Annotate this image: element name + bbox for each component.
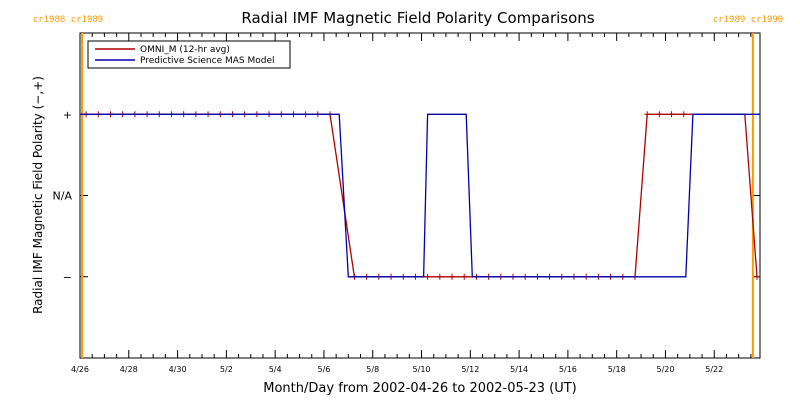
x-tick-label: 5/16: [559, 365, 577, 374]
x-tick-label: 5/8: [366, 365, 379, 374]
data-point: [668, 111, 675, 118]
data-point: [644, 111, 651, 118]
carrington-markers: cr1988 cr1989 cr1989 cr1990: [33, 15, 783, 358]
data-point: [753, 273, 760, 280]
x-tick-label: 4/30: [169, 365, 187, 374]
axis-ticks: 4/26 4/28 4/30 5/2 5/4 5/6 5/8 5/10 5/12 5/14 5/16…: [53, 33, 760, 374]
x-tick-label: 4/28: [120, 365, 138, 374]
chart-title: Radial IMF Magnetic Field Polarity Compa…: [241, 9, 594, 27]
x-tick-label: 5/22: [705, 365, 723, 374]
x-tick-label: 5/2: [220, 365, 233, 374]
x-tick-label: 5/12: [461, 365, 479, 374]
x-tick-label: 5/4: [269, 365, 282, 374]
series-line-mas: [80, 113, 760, 278]
data-point: [424, 273, 431, 280]
y-tick-label: N/A: [53, 190, 73, 203]
x-tick-label: 5/18: [608, 365, 626, 374]
y-axis-label: Radial IMF Magnetic Field Polarity (−,+): [31, 76, 45, 314]
x-tick-label: 5/20: [656, 365, 674, 374]
carrington-label: cr1989 cr1990: [713, 15, 783, 25]
legend-label-mas: Predictive Science MAS Model: [140, 56, 275, 66]
data-point: [461, 273, 468, 280]
series-lines: [80, 111, 760, 280]
legend: OMNI_M (12-hr avg) Predictive Science MA…: [87, 40, 291, 69]
carrington-label: cr1988 cr1989: [33, 15, 103, 25]
x-tick-label: 5/14: [510, 365, 528, 374]
legend-box: [87, 40, 291, 69]
data-point: [656, 111, 663, 118]
x-tick-label: 5/10: [413, 365, 431, 374]
y-tick-label: +: [63, 108, 72, 121]
data-point: [449, 273, 456, 280]
x-axis-label: Month/Day from 2002-04-26 to 2002-05-23 …: [263, 381, 576, 396]
x-tick-label: 4/26: [71, 365, 89, 374]
y-tick-label: −: [63, 271, 72, 284]
data-point: [436, 273, 443, 280]
data-point: [680, 111, 687, 118]
x-tick-label: 5/6: [318, 365, 331, 374]
legend-label-omni: OMNI_M (12-hr avg): [140, 45, 230, 55]
